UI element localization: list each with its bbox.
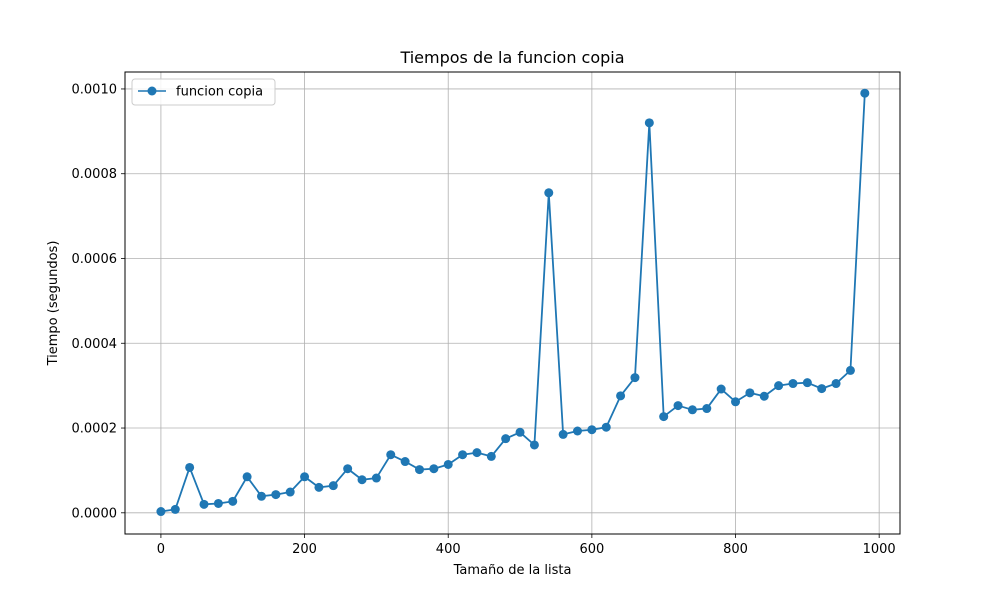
x-axis-label: Tamaño de la lista: [453, 563, 572, 578]
data-point: [616, 391, 626, 401]
x-tick-label: 400: [436, 542, 461, 557]
data-point: [472, 448, 482, 458]
data-point: [256, 491, 266, 501]
data-point: [443, 459, 453, 469]
legend-marker-swatch: [147, 86, 157, 96]
series-layer: [156, 88, 870, 517]
data-point: [702, 404, 712, 414]
legend-box: [131, 78, 276, 106]
data-point: [529, 440, 539, 450]
legend-label: funcion copia: [176, 85, 263, 100]
data-point: [170, 504, 180, 514]
data-point: [156, 507, 166, 517]
y-tick-label: 0.0010: [72, 82, 118, 97]
x-tick-label: 200: [292, 542, 317, 557]
x-tick-label: 600: [579, 542, 604, 557]
y-tick-label: 0.0006: [72, 252, 118, 267]
data-point: [414, 465, 424, 475]
data-point: [429, 464, 439, 474]
data-point: [386, 450, 396, 460]
legend: funcion copia: [131, 78, 276, 106]
data-point: [716, 384, 726, 394]
data-point: [343, 464, 353, 474]
data-point: [802, 378, 812, 388]
data-point: [630, 373, 640, 383]
x-tick-label: 800: [723, 542, 748, 557]
data-point: [228, 496, 238, 506]
chart-title: Tiempos de la funcion copia: [399, 48, 624, 67]
data-point: [458, 450, 468, 460]
grid: [125, 72, 900, 534]
data-point: [199, 499, 209, 509]
y-tick-label: 0.0000: [72, 506, 118, 521]
y-axis-label: Tiempo (segundos): [46, 241, 61, 367]
data-point: [788, 379, 798, 389]
data-point: [860, 88, 870, 98]
data-point: [687, 405, 697, 415]
data-point: [357, 475, 367, 485]
x-tick-label: 1000: [863, 542, 896, 557]
data-point: [745, 388, 755, 398]
data-point: [213, 498, 223, 508]
data-point: [271, 490, 281, 500]
y-tick-label: 0.0004: [72, 337, 118, 352]
data-point: [558, 429, 568, 439]
data-point: [759, 391, 769, 401]
data-point: [314, 482, 324, 492]
data-point: [328, 481, 338, 491]
data-point: [817, 384, 827, 394]
data-point: [400, 457, 410, 467]
data-point: [731, 397, 741, 407]
y-tick-label: 0.0002: [72, 422, 118, 437]
data-point: [371, 473, 381, 483]
data-point: [515, 427, 525, 437]
data-point: [573, 426, 583, 436]
axes: 0 200 400 600 800 1000 0.0000 0.0002 0.0004 0.000…: [72, 82, 896, 557]
plot-frame: [124, 71, 901, 535]
data-point: [544, 188, 554, 198]
data-point: [644, 118, 654, 128]
data-point: [486, 451, 496, 461]
y-tick-label: 0.0008: [72, 167, 118, 182]
data-point: [831, 379, 841, 389]
data-point: [673, 401, 683, 411]
data-point: [845, 365, 855, 375]
data-point: [601, 422, 611, 432]
data-point: [587, 425, 597, 435]
data-point: [185, 462, 195, 472]
data-point: [501, 434, 511, 444]
data-point: [285, 487, 295, 497]
x-tick-label: 0: [157, 542, 165, 557]
data-point: [774, 381, 784, 391]
data-point: [300, 472, 310, 482]
data-point: [659, 412, 669, 422]
data-point: [242, 472, 252, 482]
